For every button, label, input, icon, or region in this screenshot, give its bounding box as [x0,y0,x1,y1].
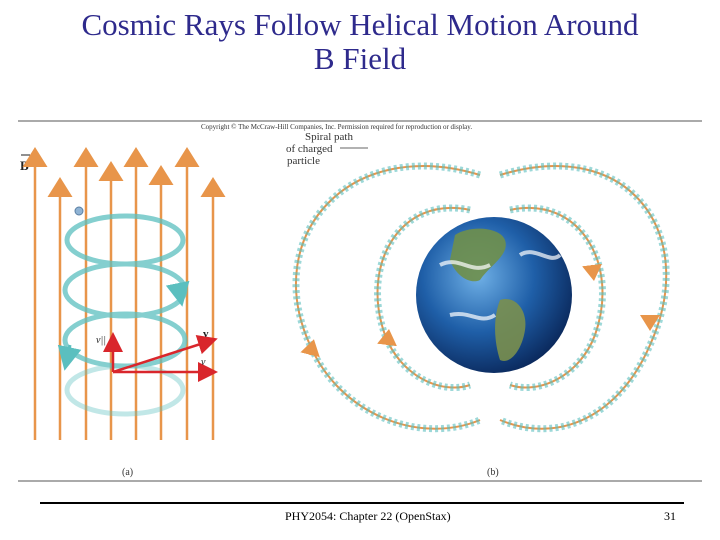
caption-a: (a) [122,467,133,478]
helix-direction-arrow [165,280,190,307]
title-line-2: B Field [313,41,407,76]
v-label: v [203,328,209,340]
v-parallel-label: v|| [96,335,106,346]
earth-continent-south-america [495,299,526,361]
field-direction-arrow [582,263,602,281]
copyright-notice: Copyright © The McCraw-Hill Companies, I… [201,123,472,131]
helix-direction-arrow [57,344,82,371]
field-direction-arrow [377,329,397,347]
spiral-path-inner-right [508,204,606,392]
spiral-label-line-2: of charged [286,143,333,155]
panel-b: Spiral path of charged particle (b) [286,131,670,478]
helix-coil [64,213,186,267]
spiral-path-inner-left [374,204,472,392]
caption-b: (b) [487,467,499,478]
spiral-label-line-1: Spiral path [305,131,353,143]
spiral-path-left [292,162,482,433]
slide-title: Cosmic Rays Follow Helical Motion Around… [0,8,720,76]
helix-path [62,213,188,417]
helical-motion-figure: Copyright © The McCraw-Hill Companies, I… [18,120,702,482]
spiral-label-line-3: particle [287,155,320,167]
charged-particle [74,206,84,216]
v-vector [112,335,218,374]
field-direction-arrow [300,339,320,358]
panel-a: B v|| v v (a) [20,147,226,478]
helix-coil [62,261,188,319]
b-field-label: B [20,158,29,173]
title-line-1: Cosmic Rays Follow Helical Motion Around [81,7,639,42]
earth-continent-north-america [450,228,506,282]
earth-clouds [439,250,562,321]
footer-course-label: PHY2054: Chapter 22 (OpenStax) [285,509,451,523]
helix-coil [64,363,186,417]
footer-rule [40,502,684,504]
page-number: 31 [664,509,676,523]
v-perp-label: v [201,357,206,368]
velocity-vectors [103,332,218,382]
field-lines [22,147,226,440]
helix-coil [62,311,188,369]
